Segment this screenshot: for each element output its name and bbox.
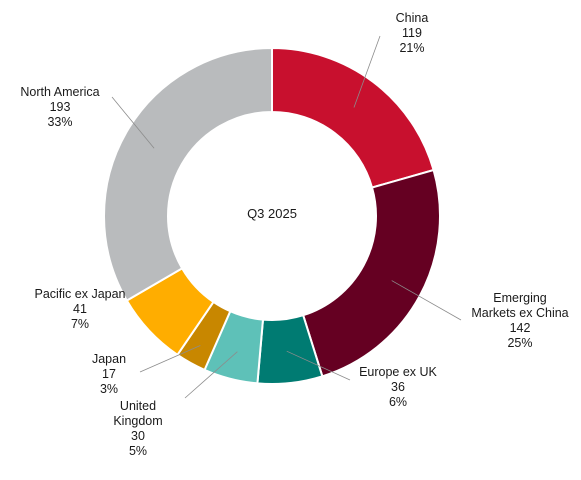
leader-line-north-america bbox=[111, 96, 155, 149]
slice-percent: 33% bbox=[47, 115, 73, 129]
slice-label-china: China 119 21% bbox=[377, 11, 447, 56]
slice-value: 119 bbox=[402, 26, 422, 40]
slice-china bbox=[271, 46, 435, 189]
slice-emerging-markets-ex-china bbox=[301, 168, 441, 378]
slice-name: Kingdom bbox=[113, 414, 163, 428]
slice-label-united-kingdom: United Kingdom 30 5% bbox=[98, 399, 178, 459]
slice-value: 17 bbox=[102, 367, 116, 381]
slice-name: Japan bbox=[91, 352, 127, 366]
leader-line-emerging-markets-ex-china bbox=[391, 280, 462, 321]
slice-name: Emerging bbox=[493, 291, 547, 305]
slice-percent: 7% bbox=[70, 317, 90, 331]
slice-label-europe-ex-uk: Europe ex UK 36 6% bbox=[350, 365, 446, 410]
slice-value: 30 bbox=[131, 429, 145, 443]
slice-value: 41 bbox=[73, 302, 87, 316]
slice-name: Pacific ex Japan bbox=[34, 287, 126, 301]
center-label: Q3 2025 bbox=[247, 206, 297, 221]
slice-label-pacific-ex-japan: Pacific ex Japan 41 7% bbox=[22, 287, 138, 332]
leader-line-japan bbox=[139, 345, 201, 373]
slice-north-america bbox=[103, 46, 273, 302]
slice-label-north-america: North America 193 33% bbox=[8, 85, 112, 130]
slice-label-emerging-markets-ex-china: Emerging Markets ex China 142 25% bbox=[461, 291, 579, 351]
leader-line-europe-ex-uk bbox=[286, 350, 351, 381]
leader-line-china bbox=[353, 35, 381, 108]
slice-value: 142 bbox=[509, 321, 531, 335]
slice-percent: 3% bbox=[99, 382, 119, 396]
slice-percent: 25% bbox=[507, 336, 533, 350]
slice-label-japan: Japan 17 3% bbox=[82, 352, 136, 397]
slice-name: United bbox=[119, 399, 157, 413]
slice-name: China bbox=[395, 11, 429, 25]
slice-value: 193 bbox=[49, 100, 71, 114]
leader-line-united-kingdom bbox=[184, 351, 238, 399]
slice-name: Europe ex UK bbox=[359, 365, 437, 379]
slice-name: Markets ex China bbox=[471, 306, 569, 320]
slice-percent: 5% bbox=[128, 444, 148, 458]
slice-name: North America bbox=[20, 85, 100, 99]
slice-percent: 6% bbox=[388, 395, 408, 409]
slice-percent: 21% bbox=[399, 41, 425, 55]
slice-value: 36 bbox=[391, 380, 405, 394]
